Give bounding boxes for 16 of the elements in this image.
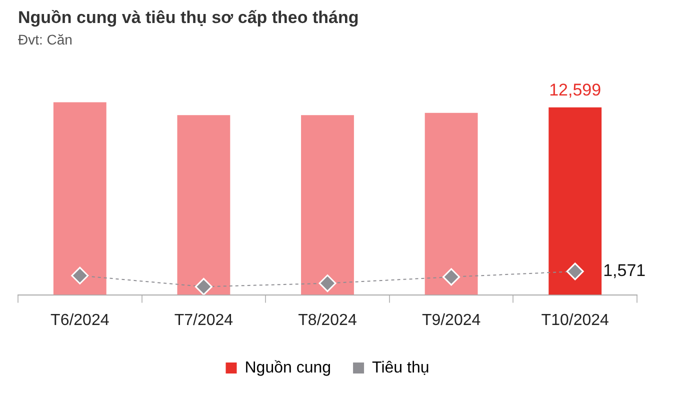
x-tick-label: T7/2024: [174, 312, 234, 329]
point: [566, 262, 584, 280]
legend-label: Tiêu thụ: [372, 359, 430, 376]
x-tick-label: T9/2024: [422, 312, 481, 329]
data-label: 12,599: [549, 80, 602, 100]
point: [71, 266, 89, 284]
point: [318, 274, 336, 292]
chart-subtitle: Đvt: Căn: [18, 32, 72, 48]
x-tick-label: T6/2024: [50, 312, 110, 329]
x-tick-label: T10/2024: [541, 312, 610, 329]
data-label: 1,571: [603, 261, 646, 280]
legend-label: Nguồn cung: [244, 359, 332, 376]
point: [194, 278, 212, 295]
point: [442, 268, 460, 286]
x-tick-label: T8/2024: [298, 312, 357, 329]
chart-title: Nguồn cung và tiêu thụ sơ cấp theo tháng: [18, 8, 359, 27]
